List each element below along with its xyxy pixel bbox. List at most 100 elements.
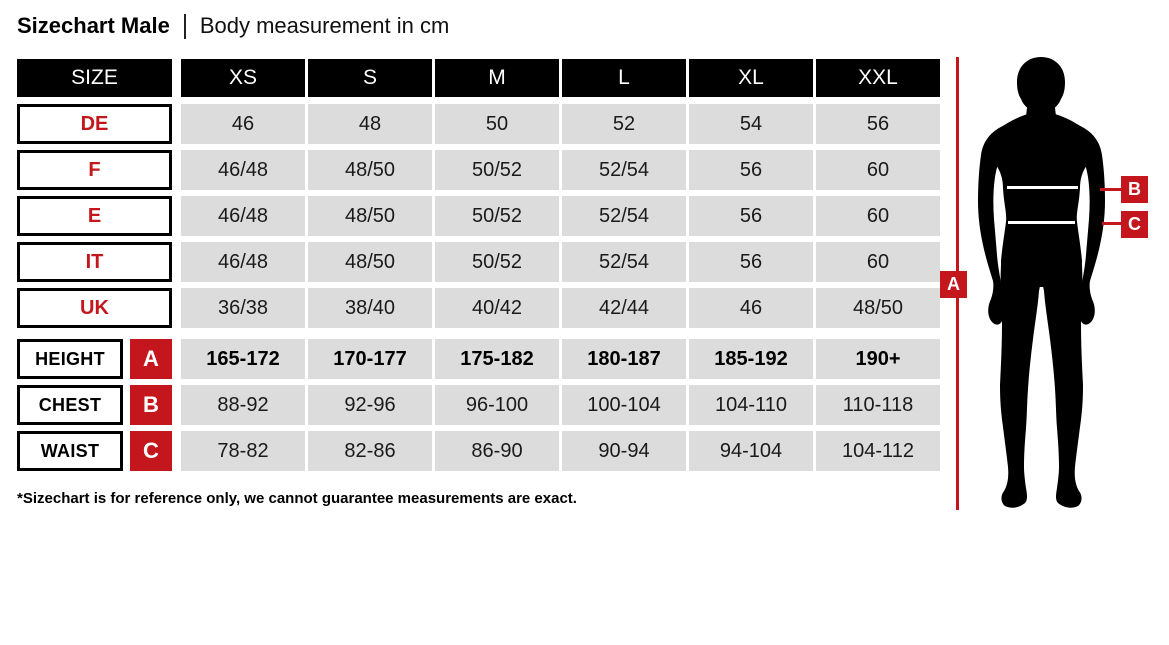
row-label-col: HEIGHT A bbox=[17, 339, 172, 379]
row-label-e: E bbox=[17, 196, 172, 236]
row-label-de: DE bbox=[17, 104, 172, 144]
row-label-f: F bbox=[17, 150, 172, 190]
size-cell: 38/40 bbox=[308, 288, 432, 328]
size-cell: 54 bbox=[689, 104, 813, 144]
row-label-col: CHEST B bbox=[17, 385, 172, 425]
table-row: F 46/48 48/50 50/52 52/54 56 60 bbox=[17, 150, 940, 190]
table-row: HEIGHT A 165-172 170-177 175-182 180-187 185-1… bbox=[17, 339, 940, 379]
header-cell-xl: XL bbox=[689, 59, 813, 97]
measure-badge-b: B bbox=[130, 385, 172, 425]
silhouette-right-arm bbox=[1078, 125, 1105, 325]
size-cell: 82-86 bbox=[308, 431, 432, 471]
body-figure: A B C bbox=[930, 50, 1169, 530]
size-cell: 40/42 bbox=[435, 288, 559, 328]
size-cell: 52/54 bbox=[562, 150, 686, 190]
size-cell: 94-104 bbox=[689, 431, 813, 471]
title-subtitle: Body measurement in cm bbox=[199, 13, 450, 38]
header-cell-s: S bbox=[308, 59, 432, 97]
table-row: CHEST B 88-92 92-96 96-100 100-104 104-110 110-… bbox=[17, 385, 940, 425]
figure-label-b: B bbox=[1121, 176, 1148, 203]
size-cell: 50/52 bbox=[435, 196, 559, 236]
size-cell: 60 bbox=[816, 196, 940, 236]
figure-label-c: C bbox=[1121, 211, 1148, 238]
row-label-col: UK bbox=[17, 288, 172, 328]
size-cell: 185-192 bbox=[689, 339, 813, 379]
size-cell: 52/54 bbox=[562, 196, 686, 236]
page-title: Sizechart Male Body measurement in cm bbox=[17, 13, 449, 39]
silhouette-torso bbox=[984, 111, 1099, 287]
size-cell: 48 bbox=[308, 104, 432, 144]
size-cell: 86-90 bbox=[435, 431, 559, 471]
title-separator bbox=[183, 13, 186, 39]
size-cell: 46/48 bbox=[181, 150, 305, 190]
silhouette-left-arm bbox=[978, 125, 1005, 325]
size-cell: 56 bbox=[689, 242, 813, 282]
chest-measure-tick bbox=[1100, 188, 1121, 191]
size-cell: 100-104 bbox=[562, 385, 686, 425]
size-cell: 46 bbox=[689, 288, 813, 328]
size-cell: 104-112 bbox=[816, 431, 940, 471]
header-cell-xxl: XXL bbox=[816, 59, 940, 97]
size-cell: 50/52 bbox=[435, 150, 559, 190]
size-cell: 50 bbox=[435, 104, 559, 144]
row-label-col: IT bbox=[17, 242, 172, 282]
size-cell: 78-82 bbox=[181, 431, 305, 471]
table-row: DE 46 48 50 52 54 56 bbox=[17, 104, 940, 144]
row-label-col: DE bbox=[17, 104, 172, 144]
size-cell: 46/48 bbox=[181, 196, 305, 236]
size-cell: 165-172 bbox=[181, 339, 305, 379]
header-cell-size: SIZE bbox=[17, 59, 172, 97]
table-row: IT 46/48 48/50 50/52 52/54 56 60 bbox=[17, 242, 940, 282]
waist-measure-tick bbox=[1102, 222, 1121, 225]
male-silhouette bbox=[978, 57, 1105, 508]
size-table: SIZE XS S M L XL XXL DE 46 48 50 52 54 56 F 46/48 48/50 5… bbox=[17, 59, 940, 477]
silhouette-left-leg bbox=[1000, 265, 1041, 508]
size-cell: 48/50 bbox=[308, 150, 432, 190]
waist-line bbox=[1008, 221, 1075, 224]
size-cell: 48/50 bbox=[308, 242, 432, 282]
size-cell: 48/50 bbox=[816, 288, 940, 328]
row-label-chest: CHEST bbox=[17, 385, 123, 425]
row-label-col: WAIST C bbox=[17, 431, 172, 471]
size-cell: 50/52 bbox=[435, 242, 559, 282]
size-cell: 96-100 bbox=[435, 385, 559, 425]
size-cell: 175-182 bbox=[435, 339, 559, 379]
size-cell: 48/50 bbox=[308, 196, 432, 236]
row-label-col: E bbox=[17, 196, 172, 236]
size-cell: 104-110 bbox=[689, 385, 813, 425]
row-label-waist: WAIST bbox=[17, 431, 123, 471]
silhouette-right-leg bbox=[1042, 265, 1083, 508]
header-cell-l: L bbox=[562, 59, 686, 97]
size-cell: 56 bbox=[816, 104, 940, 144]
size-cell: 60 bbox=[816, 150, 940, 190]
size-cell: 180-187 bbox=[562, 339, 686, 379]
size-cell: 170-177 bbox=[308, 339, 432, 379]
measure-badge-c: C bbox=[130, 431, 172, 471]
footnote: *Sizechart is for reference only, we can… bbox=[17, 490, 577, 507]
size-cell: 46/48 bbox=[181, 242, 305, 282]
chest-line bbox=[1007, 186, 1078, 189]
size-cell: 56 bbox=[689, 150, 813, 190]
size-cell: 88-92 bbox=[181, 385, 305, 425]
table-header-row: SIZE XS S M L XL XXL bbox=[17, 59, 940, 97]
title-main: Sizechart Male bbox=[17, 13, 170, 38]
row-label-it: IT bbox=[17, 242, 172, 282]
table-row: WAIST C 78-82 82-86 86-90 90-94 94-104 104-112 bbox=[17, 431, 940, 471]
size-cell: 42/44 bbox=[562, 288, 686, 328]
header-cell-m: M bbox=[435, 59, 559, 97]
size-cell: 46 bbox=[181, 104, 305, 144]
size-cell: 92-96 bbox=[308, 385, 432, 425]
row-label-col: F bbox=[17, 150, 172, 190]
table-row: UK 36/38 38/40 40/42 42/44 46 48/50 bbox=[17, 288, 940, 328]
size-cell: 56 bbox=[689, 196, 813, 236]
figure-label-a: A bbox=[940, 271, 967, 298]
row-label-height: HEIGHT bbox=[17, 339, 123, 379]
size-cell: 52 bbox=[562, 104, 686, 144]
size-cell: 36/38 bbox=[181, 288, 305, 328]
size-cell: 90-94 bbox=[562, 431, 686, 471]
size-cell: 60 bbox=[816, 242, 940, 282]
table-row: E 46/48 48/50 50/52 52/54 56 60 bbox=[17, 196, 940, 236]
size-cell: 110-118 bbox=[816, 385, 940, 425]
measure-badge-a: A bbox=[130, 339, 172, 379]
